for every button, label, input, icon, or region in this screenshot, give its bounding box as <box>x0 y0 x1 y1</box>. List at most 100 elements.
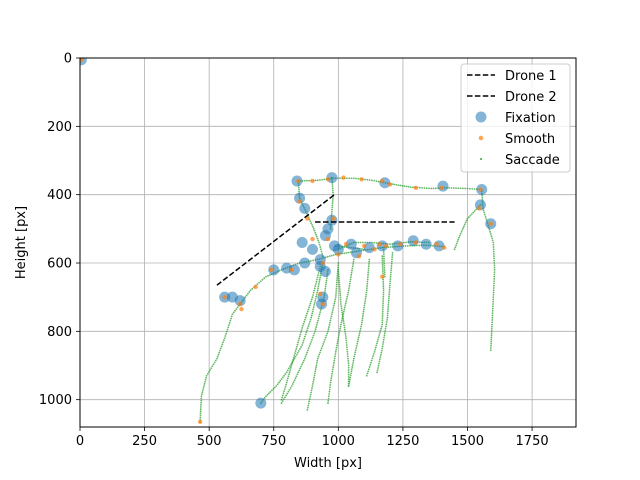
saccade-point <box>234 309 236 312</box>
saccade-point <box>303 179 306 182</box>
saccade-point <box>330 254 333 257</box>
x-tick-label: 1750 <box>516 434 549 449</box>
saccade-point <box>458 234 461 237</box>
legend-entry-fixation: Fixation <box>475 111 556 126</box>
saccade-point <box>360 325 362 328</box>
saccade-point <box>263 277 266 280</box>
saccade-point <box>326 255 329 258</box>
x-tick-label: 1250 <box>386 434 419 449</box>
saccade-point <box>350 274 353 276</box>
saccade-point <box>200 401 202 404</box>
x-tick-label: 250 <box>132 434 157 449</box>
saccade-point <box>334 355 336 358</box>
saccade-point <box>328 388 331 391</box>
saccade-point <box>333 359 336 362</box>
saccade-point <box>299 333 302 336</box>
drone-1-line <box>216 194 335 286</box>
saccade-point <box>338 283 341 286</box>
saccade-point <box>331 208 333 211</box>
saccade-point <box>381 306 384 309</box>
saccade-point <box>359 241 362 244</box>
saccade-point <box>493 255 495 258</box>
saccade-point <box>382 283 385 285</box>
saccade-point <box>377 364 380 367</box>
saccade-point <box>332 306 335 309</box>
saccade-point <box>389 280 392 283</box>
legend-swatch-fixation <box>475 111 487 123</box>
saccade-point <box>308 304 311 307</box>
saccade-point <box>259 280 262 283</box>
saccade-point <box>310 222 313 225</box>
smooth-point <box>398 242 403 247</box>
saccade-point <box>313 289 316 292</box>
saccade-point <box>409 186 412 189</box>
saccade-point <box>319 276 321 279</box>
saccade-point <box>364 178 367 181</box>
saccade-point <box>347 385 350 387</box>
saccade-point <box>401 184 404 187</box>
saccade-point <box>390 271 392 274</box>
saccade-point <box>200 395 203 398</box>
saccade-point <box>391 251 394 254</box>
saccade-point <box>297 186 300 189</box>
saccade-point <box>493 278 496 280</box>
smooth-point <box>476 206 482 211</box>
smooth-point <box>318 291 323 296</box>
saccade-point <box>322 343 325 345</box>
saccade-point <box>331 204 334 207</box>
saccade-point <box>381 347 384 350</box>
saccade-point <box>319 351 321 354</box>
saccade-point <box>492 305 494 308</box>
saccade-point <box>381 319 384 322</box>
saccade-point <box>317 287 319 290</box>
smooth-point <box>330 216 336 221</box>
saccade-point <box>325 334 328 337</box>
saccade-point <box>312 306 315 309</box>
saccade-point <box>407 185 410 188</box>
fixation-point <box>299 202 311 214</box>
saccade-point <box>360 323 363 326</box>
saccade-point <box>389 243 391 246</box>
saccade-point <box>386 318 388 321</box>
saccade-point <box>336 342 339 345</box>
saccade-point <box>337 275 340 278</box>
smooth-point <box>80 58 84 62</box>
saccade-point <box>391 254 394 256</box>
saccade-point <box>362 310 365 313</box>
saccade-point <box>328 255 331 258</box>
smooth-point <box>341 175 346 180</box>
saccade-point <box>222 339 225 342</box>
saccade-point <box>368 263 370 265</box>
saccade-point <box>367 368 370 371</box>
saccade-point <box>490 330 493 332</box>
saccade-point <box>371 179 373 182</box>
saccade-point <box>340 303 342 305</box>
saccade-point <box>297 341 299 344</box>
saccade-point <box>381 323 384 326</box>
saccade-point <box>220 345 223 348</box>
saccade-point <box>282 392 285 395</box>
saccade-point <box>307 404 310 407</box>
saccade-point <box>301 341 304 344</box>
saccade-point <box>303 357 306 360</box>
saccade-point <box>316 359 319 362</box>
saccade-point <box>222 341 225 344</box>
saccade-point <box>311 310 314 313</box>
saccade-point <box>493 266 496 269</box>
saccade-point <box>348 287 350 290</box>
fixation-point <box>296 237 308 248</box>
saccade-point <box>343 245 346 248</box>
saccade-point <box>490 332 493 334</box>
saccade-point <box>320 250 323 253</box>
saccade-point <box>314 285 317 288</box>
saccade-point <box>336 274 339 277</box>
saccade-point <box>294 377 297 380</box>
saccade-point <box>304 316 307 319</box>
saccade-point <box>201 391 204 394</box>
saccade-point <box>373 241 376 244</box>
saccade-point <box>367 271 370 274</box>
smooth-point <box>237 301 243 307</box>
saccade-point <box>376 340 379 343</box>
saccade-point <box>386 314 389 317</box>
saccade-point <box>376 371 378 374</box>
